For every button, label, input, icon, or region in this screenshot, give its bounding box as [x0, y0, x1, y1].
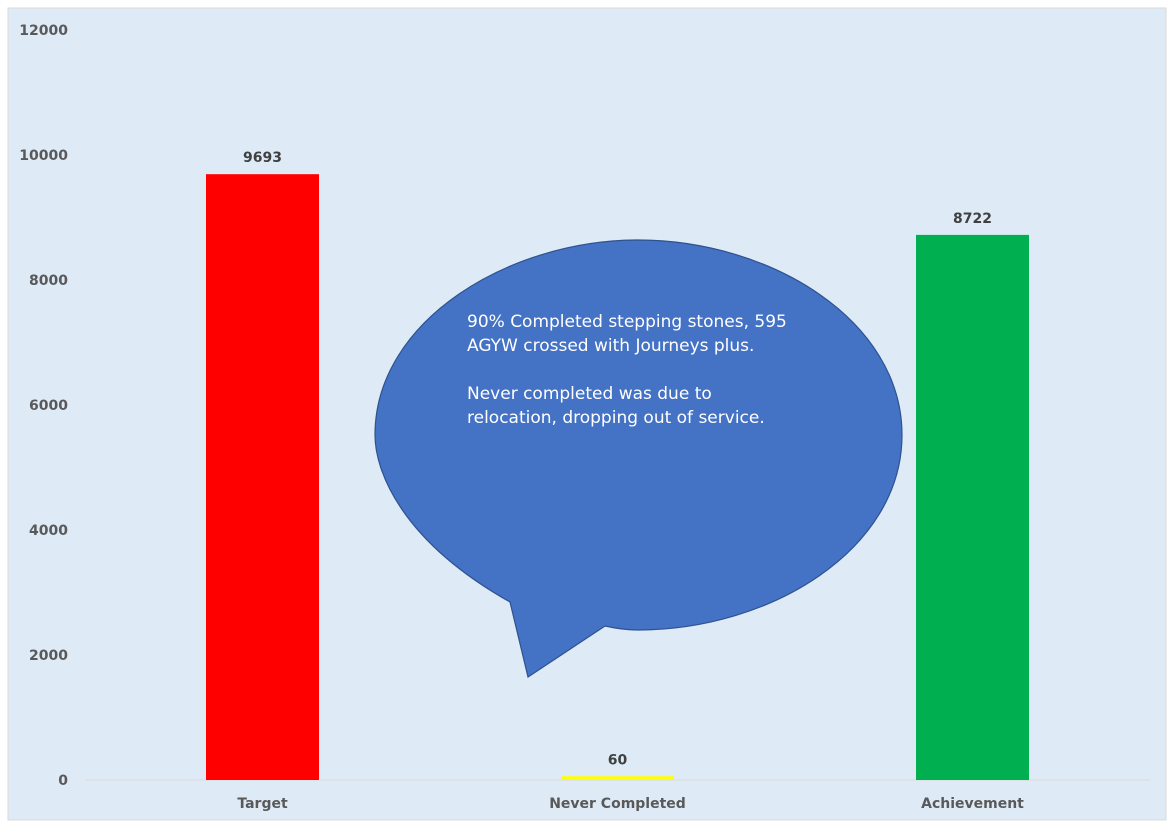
- callout-text: 90% Completed stepping stones, 595 AGYW c…: [467, 312, 787, 428]
- bar: [916, 234, 1029, 780]
- bar-data-label: 60: [608, 752, 628, 768]
- bar-data-label: 8722: [953, 211, 992, 227]
- y-tick-label: 10000: [19, 148, 68, 164]
- y-tick-label: 8000: [29, 273, 68, 289]
- bars: [206, 174, 1029, 780]
- data-labels: 9693 60 8722: [243, 150, 992, 768]
- callout-text-line: relocation, dropping out of service.: [467, 408, 765, 428]
- y-tick-label: 2000: [29, 648, 68, 664]
- y-tick-label: 6000: [29, 398, 68, 414]
- callout-text-line: AGYW crossed with Journeys plus.: [467, 336, 754, 356]
- category-label: Achievement: [921, 796, 1024, 812]
- callout-text-line: Never completed was due to: [467, 384, 712, 404]
- speech-bubble-callout: 90% Completed stepping stones, 595 AGYW c…: [374, 239, 903, 678]
- category-labels: Target Never Completed Achievement: [237, 796, 1024, 812]
- speech-bubble-shape: [374, 239, 903, 678]
- y-tick-label: 4000: [29, 523, 68, 539]
- bar: [206, 174, 319, 780]
- category-label: Target: [237, 796, 288, 812]
- callout-text-line: 90% Completed stepping stones, 595: [467, 312, 787, 332]
- y-axis-ticks: 0 2000 4000 6000 8000 10000 12000: [19, 23, 68, 789]
- bar: [561, 776, 674, 780]
- category-label: Never Completed: [549, 796, 686, 812]
- y-tick-label: 0: [58, 773, 68, 789]
- y-tick-label: 12000: [19, 23, 68, 39]
- bar-data-label: 9693: [243, 150, 282, 166]
